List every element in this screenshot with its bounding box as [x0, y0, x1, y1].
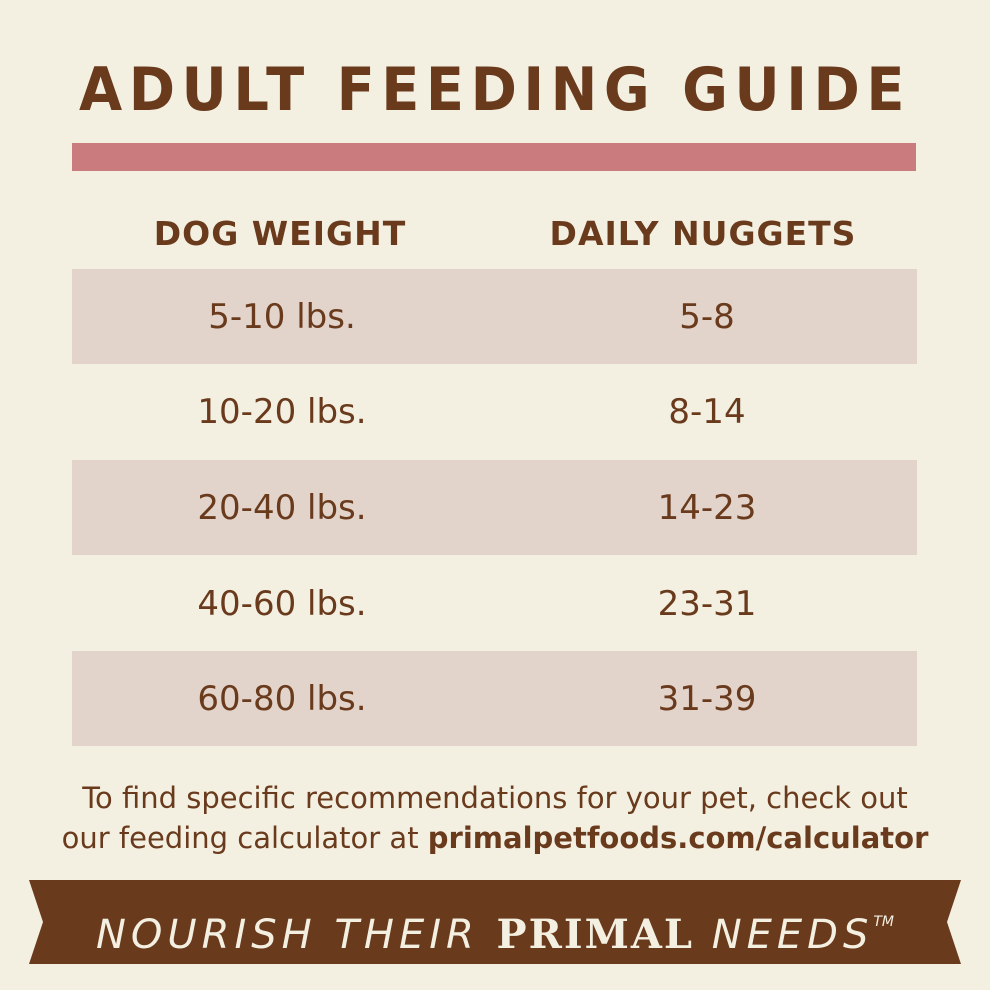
weight-cell: 10-20 lbs. [197, 391, 367, 432]
nuggets-cell: 8-14 [668, 391, 746, 432]
table-row: 40-60 lbs. 23-31 [72, 556, 917, 651]
trademark: TM [873, 914, 895, 930]
nuggets-cell: 23-31 [657, 583, 757, 624]
weight-cell: 5-10 lbs. [208, 296, 356, 337]
weight-cell: 60-80 lbs. [197, 678, 367, 719]
weight-cell: 40-60 lbs. [197, 583, 367, 624]
nuggets-cell: 5-8 [679, 296, 735, 337]
weight-cell: 20-40 lbs. [197, 487, 367, 528]
header-daily-nuggets: DAILY NUGGETS [549, 214, 857, 253]
footer-line-2: our feeding calculator at [61, 821, 428, 855]
footer-note: To find specific recommendations for you… [0, 778, 990, 858]
tagline-primal: PRIMAL [496, 911, 694, 958]
table-row: 5-10 lbs. 5-8 [72, 269, 917, 364]
nuggets-cell: 14-23 [657, 487, 757, 528]
tagline-part-1: NOURISH THEIR [95, 912, 497, 958]
table-row: 20-40 lbs. 14-23 [72, 460, 917, 555]
nuggets-cell: 31-39 [657, 678, 757, 719]
ribbon-banner [29, 880, 961, 964]
header-dog-weight: DOG WEIGHT [153, 214, 407, 253]
footer-line-1: To find specific recommendations for you… [82, 781, 908, 815]
page-title: ADULT FEEDING GUIDE [78, 55, 911, 125]
table-row: 10-20 lbs. 8-14 [72, 364, 917, 459]
calculator-link[interactable]: primalpetfoods.com/calculator [427, 821, 929, 855]
tagline: NOURISH THEIR PRIMAL NEEDSTM [0, 880, 990, 964]
accent-divider [72, 143, 916, 171]
table-row: 60-80 lbs. 31-39 [72, 651, 917, 746]
tagline-part-2: NEEDS [694, 912, 874, 958]
